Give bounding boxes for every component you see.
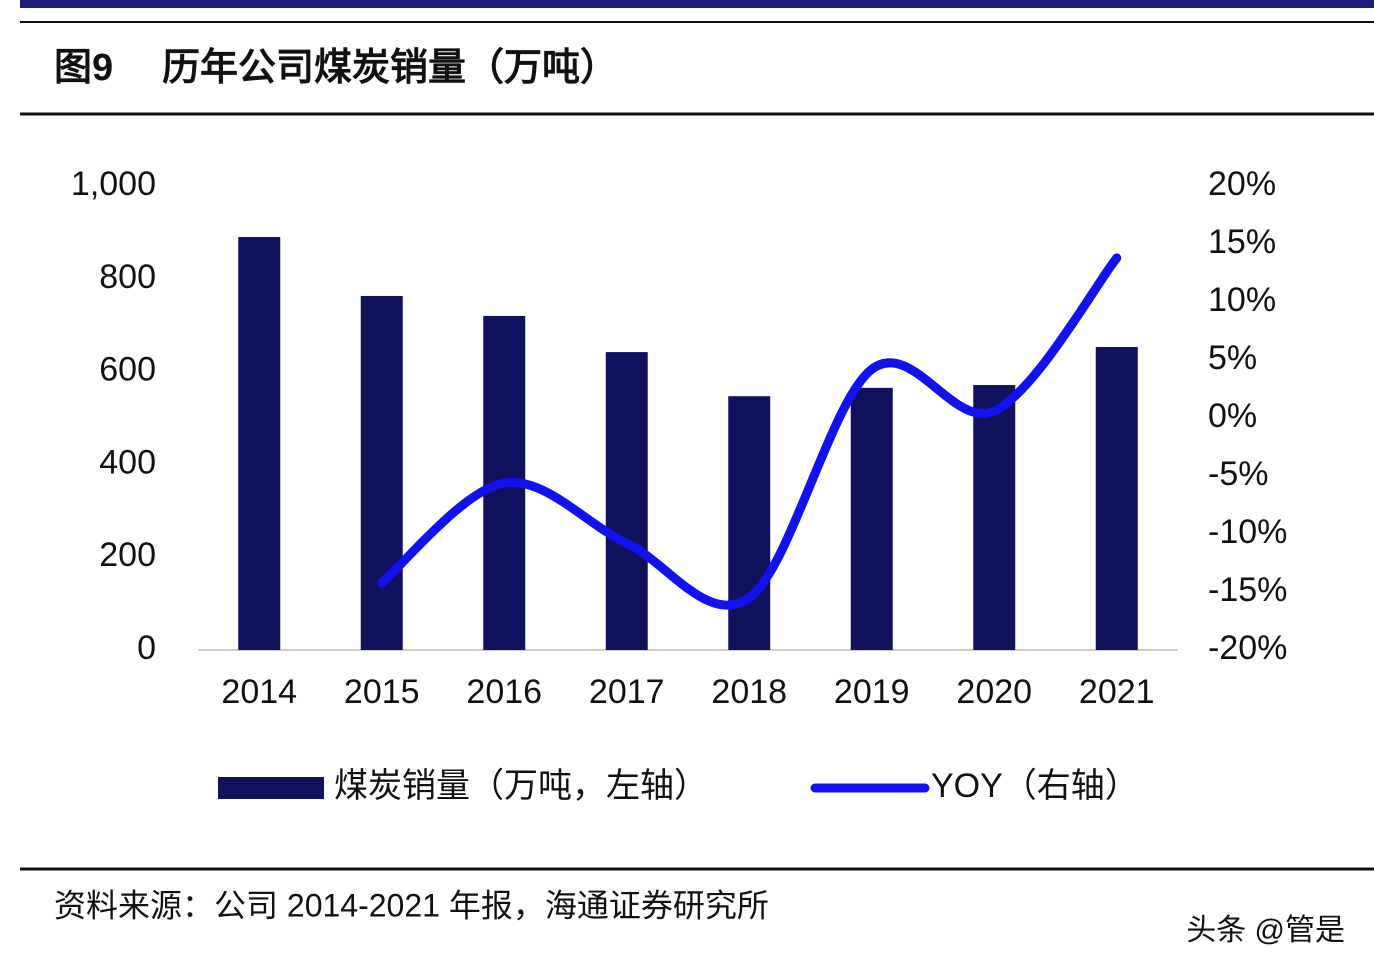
source: 资料来源：公司 2014-2021 年报，海通证券研究所 — [54, 887, 769, 923]
figure-label: 图9 — [54, 47, 113, 89]
x-tick-label: 2019 — [834, 673, 910, 711]
x-tick-label: 2017 — [589, 673, 665, 711]
bar — [973, 385, 1016, 650]
line — [377, 253, 1122, 610]
x-tick-label: 2021 — [1079, 673, 1155, 711]
legend-swatch — [218, 777, 324, 799]
top-band — [20, 0, 1374, 8]
x-tick-label: 2014 — [221, 673, 297, 711]
y2-tick-label: 20% — [1208, 165, 1276, 203]
bar — [728, 396, 771, 650]
y2-tick-label: 10% — [1208, 281, 1276, 319]
legend-label: YOY（右轴） — [931, 767, 1139, 805]
y2-tick-label: 15% — [1208, 223, 1276, 261]
bar — [1095, 347, 1138, 650]
x-tick-label: 2015 — [344, 673, 420, 711]
y2-tick-label: -10% — [1208, 513, 1287, 551]
y-tick-label: 1,000 — [71, 165, 156, 203]
legend-label: 煤炭销量（万吨，左轴） — [334, 767, 708, 805]
bar — [850, 387, 893, 650]
bar — [360, 295, 403, 650]
x-tick-label: 2018 — [711, 673, 787, 711]
y2-tick-label: -15% — [1208, 571, 1287, 609]
y-tick-label: 200 — [99, 536, 156, 574]
bar — [238, 237, 281, 651]
y2-tick-label: -5% — [1208, 455, 1268, 493]
chart-title: 历年公司煤炭销量（万吨） — [162, 47, 618, 89]
y2-tick-label: 5% — [1208, 339, 1257, 377]
y-tick-label: 800 — [99, 258, 156, 296]
x-tick-label: 2020 — [956, 673, 1032, 711]
y-tick-label: 400 — [99, 443, 156, 481]
watermark: 头条 @管是 — [1186, 914, 1345, 947]
y-tick-label: 0 — [137, 629, 156, 667]
y2-tick-label: 0% — [1208, 397, 1257, 435]
x-tick-label: 2016 — [466, 673, 542, 711]
bar — [605, 352, 648, 650]
y2-tick-label: -20% — [1208, 629, 1287, 667]
y-tick-label: 600 — [99, 351, 156, 389]
